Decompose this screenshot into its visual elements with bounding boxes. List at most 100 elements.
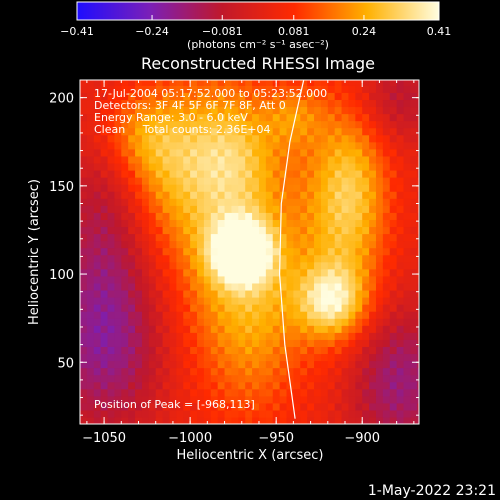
heatmap-cell (314, 198, 322, 206)
heatmap-cell (314, 92, 322, 101)
heatmap-cell (355, 155, 363, 164)
heatmap-cell (80, 304, 88, 312)
heatmap-cell (169, 106, 177, 115)
heatmap-cell (252, 416, 260, 424)
heatmap-cell (183, 346, 191, 355)
heatmap-cell (128, 247, 136, 256)
heatmap-cell (217, 402, 226, 411)
heatmap-cell (252, 162, 260, 171)
heatmap-cell (410, 402, 418, 411)
heatmap-cell (286, 226, 294, 235)
heatmap-cell (348, 318, 356, 326)
heatmap-cell (355, 191, 363, 199)
heatmap-cell (148, 226, 157, 235)
heatmap-cell (238, 141, 246, 150)
heatmap-cell (327, 282, 336, 291)
heatmap-cell (279, 212, 288, 220)
heatmap-cell (148, 155, 157, 164)
heatmap-cell (382, 80, 391, 86)
heatmap-cell (307, 275, 315, 284)
heatmap-cell (293, 311, 301, 319)
heatmap-cell (155, 106, 164, 115)
heatmap-cell (224, 318, 233, 326)
heatmap-cell (334, 212, 343, 220)
heatmap-cell (369, 148, 377, 157)
heatmap-cell (238, 155, 246, 164)
heatmap-cell (135, 177, 143, 185)
heatmap-cell (162, 212, 171, 220)
heatmap-cell (121, 205, 129, 213)
heatmap-cell (252, 388, 260, 397)
heatmap-cell (286, 275, 294, 284)
heatmap-cell (258, 275, 267, 284)
heatmap-cell (93, 402, 102, 411)
heatmap-cell (162, 275, 171, 284)
heatmap-cell (355, 282, 363, 291)
heatmap-cell (252, 120, 260, 129)
heatmap-cell (410, 311, 418, 319)
heatmap-cell (252, 325, 260, 333)
heatmap-cell (245, 289, 253, 298)
heatmap-cell (162, 233, 171, 242)
heatmap-cell (369, 247, 377, 256)
heatmap-cell (382, 233, 391, 242)
heatmap-cell (410, 177, 418, 185)
heatmap-cell (148, 353, 157, 362)
heatmap-cell (348, 80, 356, 86)
heatmap-cell (293, 367, 301, 376)
heatmap-cell (217, 233, 226, 242)
heatmap-cell (410, 233, 418, 242)
heatmap-cell (148, 339, 157, 347)
heatmap-cell (355, 339, 363, 347)
heatmap-cell (417, 80, 419, 86)
heatmap-cell (245, 353, 253, 362)
heatmap-cell (190, 191, 198, 199)
heatmap-cell (183, 304, 191, 312)
heatmap-cell (286, 184, 294, 192)
heatmap-cell (155, 177, 164, 185)
heatmap-cell (231, 198, 239, 206)
heatmap-cell (417, 219, 419, 228)
heatmap-cell (382, 148, 391, 157)
heatmap-cell (396, 353, 405, 362)
heatmap-cell (203, 374, 212, 383)
heatmap-cell (327, 80, 336, 86)
heatmap-cell (128, 268, 136, 277)
heatmap-cell (375, 282, 384, 291)
heatmap-cell (155, 416, 164, 424)
heatmap-cell (100, 304, 109, 312)
heatmap-cell (320, 169, 329, 178)
heatmap-cell (252, 332, 260, 340)
heatmap-cell (314, 191, 322, 199)
heatmap-cell (334, 127, 343, 136)
colorbar-tick-label: −0.081 (202, 25, 243, 38)
heatmap-cell (396, 367, 405, 376)
heatmap-cell (100, 240, 109, 249)
heatmap-cell (362, 416, 370, 424)
heatmap-cell (375, 367, 384, 376)
heatmap-cell (265, 184, 274, 192)
heatmap-cell (245, 198, 253, 206)
heatmap-cell (410, 191, 418, 199)
heatmap-cell (176, 247, 184, 256)
heatmap-cell (114, 395, 122, 404)
heatmap-cell (155, 247, 164, 256)
heatmap-cell (382, 402, 391, 411)
heatmap-cell (293, 409, 301, 418)
heatmap-cell (272, 99, 281, 108)
heatmap-cell (272, 177, 281, 185)
heatmap-cell (183, 92, 191, 101)
heatmap-cell (314, 113, 322, 122)
heatmap-cell (252, 99, 260, 108)
heatmap-cell (121, 99, 129, 108)
heatmap-cell (86, 191, 95, 199)
heatmap-cell (369, 233, 377, 242)
heatmap-cell (217, 191, 226, 199)
heatmap-cell (258, 254, 267, 263)
heatmap-cell (128, 296, 136, 305)
heatmap-cell (224, 275, 233, 284)
heatmap-cell (183, 296, 191, 305)
heatmap-cell (210, 374, 219, 383)
heatmap-cell (238, 339, 246, 347)
heatmap-cell (375, 289, 384, 298)
